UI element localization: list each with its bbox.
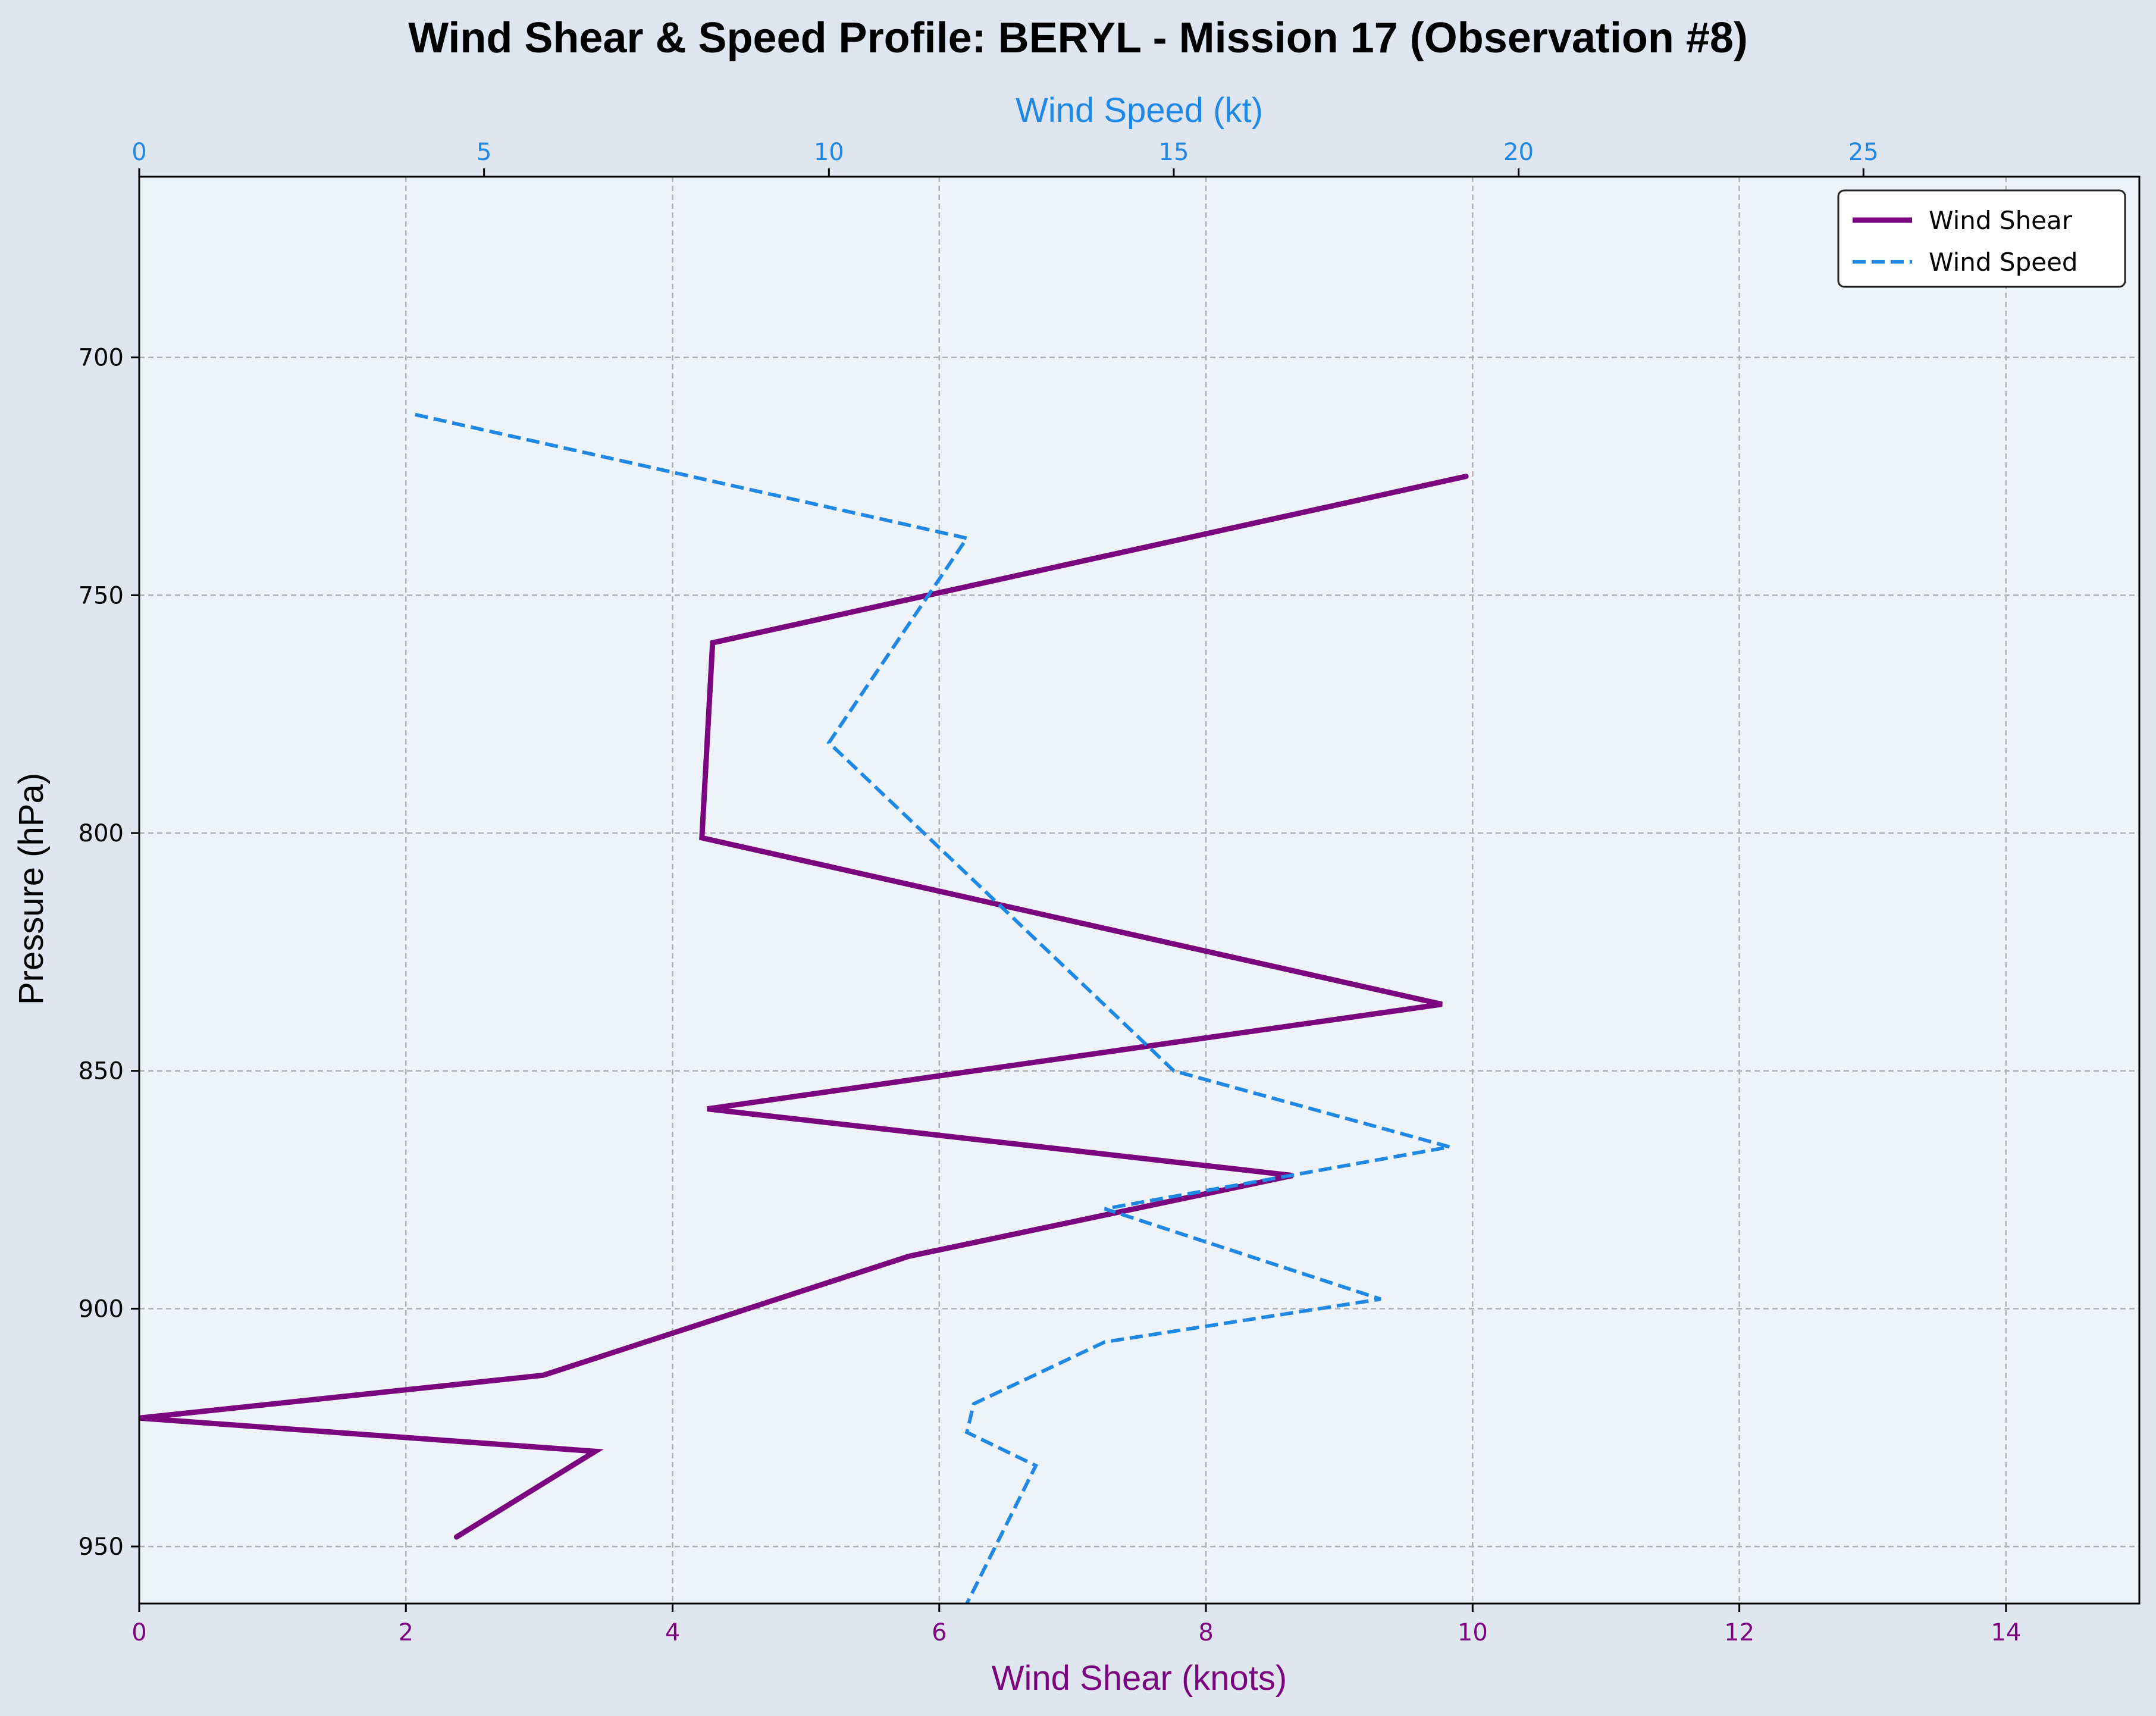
y-tick-label: 750 [79,582,124,609]
y-tick-label: 800 [79,820,124,847]
x-top-tick-label: 5 [477,139,491,166]
series-line-wind-speed [415,412,1450,1604]
x-bottom-tick-label: 2 [399,1619,413,1646]
x-bottom-tick-label: 10 [1458,1619,1488,1646]
chart-title: Wind Shear & Speed Profile: BERYL - Miss… [408,14,1748,62]
x-top-tick-label: 25 [1848,139,1879,166]
series-layer [139,412,1469,1604]
x-axis-top-label: Wind Speed (kt) [1016,91,1263,130]
x-bottom-tick-label: 6 [932,1619,947,1646]
x-bottom-tick-label: 14 [1991,1619,2021,1646]
legend-label: Wind Shear [1929,206,2073,235]
y-tick-label: 700 [79,345,124,372]
x-bottom-tick-label: 12 [1724,1619,1754,1646]
x-top-tick-label: 10 [814,139,844,166]
y-tick-label: 850 [79,1058,124,1085]
legend: Wind Shear Wind Speed [1837,189,2126,288]
x-top-tick-label: 15 [1159,139,1189,166]
x-axis-bottom-label: Wind Shear (knots) [992,1659,1287,1698]
legend-label: Wind Speed [1929,248,2078,277]
y-tick-label: 900 [79,1295,124,1323]
x-bottom-tick-label: 8 [1198,1619,1213,1646]
x-top-tick-label: 0 [131,139,146,166]
grid-lines [139,177,2139,1604]
plot-area [139,177,2139,1604]
y-axis-label: Pressure (hPa) [12,773,51,1005]
plot-frame [138,176,2141,1605]
x-bottom-tick-label: 4 [665,1619,680,1646]
x-top-tick-label: 20 [1503,139,1534,166]
axis-ticks: 0 2 4 6 8 10 12 14 0 5 10 15 20 25 700 750 800 850 900 950 [79,139,2022,1646]
y-tick-label: 950 [79,1533,124,1561]
x-bottom-tick-label: 0 [131,1619,146,1646]
